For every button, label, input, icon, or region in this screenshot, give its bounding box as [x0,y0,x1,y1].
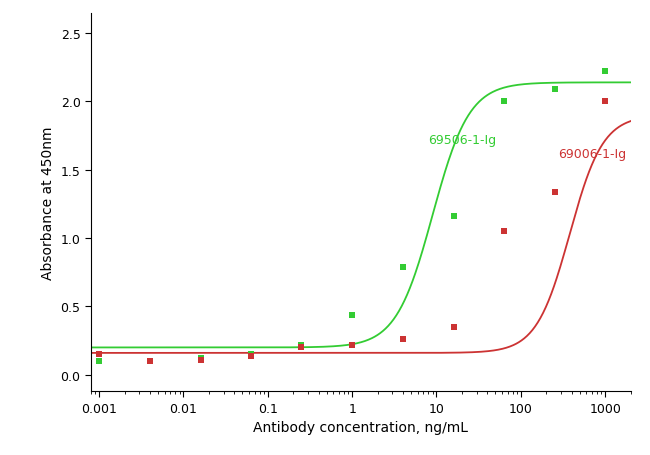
Point [145,358,155,365]
Point [145,358,155,365]
Point [550,86,560,94]
Point [600,99,610,106]
Point [499,99,510,106]
Point [196,355,206,362]
Point [246,351,257,358]
Point [347,311,358,318]
Point [296,341,307,349]
Point [499,228,510,235]
Text: 69006-1-Ig: 69006-1-Ig [558,147,627,161]
Y-axis label: Absorbance at 450nm: Absorbance at 450nm [41,126,55,279]
Point [347,341,358,349]
Point [600,69,610,76]
Point [94,358,105,365]
Text: 69506-1-Ig: 69506-1-Ig [428,134,497,147]
Point [448,213,459,220]
Point [398,263,408,271]
Point [398,336,408,343]
Point [246,352,257,359]
X-axis label: Antibody concentration, ng/mL: Antibody concentration, ng/mL [254,420,468,434]
Point [448,324,459,331]
Point [196,356,206,364]
Point [94,351,105,358]
Point [550,189,560,196]
Point [296,344,307,351]
